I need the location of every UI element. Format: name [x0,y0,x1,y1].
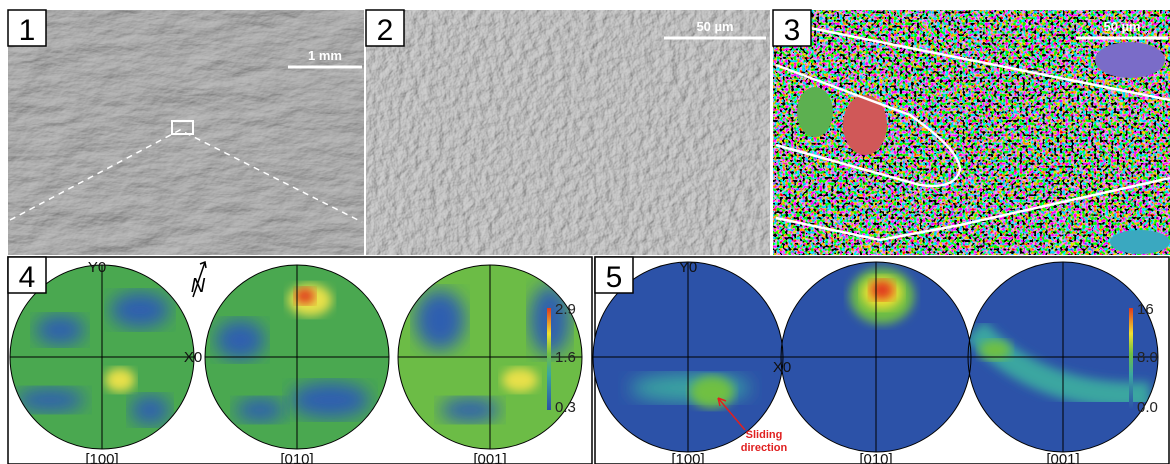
grain [1095,42,1165,78]
north-arrow [192,260,207,298]
annotation-arrow [717,397,746,431]
pole-figure-label: [010] [859,451,892,464]
pole-figure-label: [001] [473,451,506,464]
colorbar [547,308,551,410]
colorbar-label: 0.3 [555,399,576,416]
north-label: N [191,275,206,297]
scale-bar-label: 50 µm [696,19,733,34]
pole-figure-frames [9,264,583,450]
panel-number: 4 [19,261,36,294]
colorbar [1129,308,1133,410]
panel-2: 50 µm 2 [365,9,770,255]
panel-3: 50 µm 3 [772,9,1170,255]
grain [1110,230,1170,254]
panel-5: Y0 X0 Sliding direction [100] [010] [001… [592,256,1170,464]
colorbar-label: 1.6 [555,349,576,366]
sem-image [366,10,770,255]
grain [843,95,887,155]
panel-1: 1 mm 1 [7,9,364,255]
panel-number: 1 [19,14,36,47]
pole-figure-label: [010] [280,451,313,464]
pole-figure-label: [100] [671,451,704,464]
zoom-box [171,120,194,135]
panel-4: Y0 X0 N [100] [010] [001] 2.9 1.6 0.3 4 [7,256,593,464]
panel-label-box [7,9,47,47]
annotation: Sliding [746,429,783,441]
colorbar-label: 0.0 [1137,399,1158,416]
colorbar-label: 2.9 [555,301,576,318]
pole-figure-label: [100] [85,451,118,464]
panel-label-box [365,9,405,47]
scale-bar-label: 50 µm [1103,19,1140,34]
axis-label: Y0 [88,259,106,276]
colorbar-label: 16 [1137,301,1154,318]
panel-number: 2 [377,14,394,47]
axis-label: X0 [184,349,202,366]
dashed-outline [9,129,363,223]
colorbar-label: 8.0 [1137,349,1158,366]
panel-label-box [7,256,47,294]
axis-label: Y0 [679,259,697,276]
axis-label: X0 [773,359,791,376]
panel-number: 3 [784,14,801,47]
panel-label-box [772,9,812,47]
grain [797,87,833,137]
scale-bar-label: 1 mm [308,48,342,63]
panel-number: 5 [606,261,623,294]
pole-figure-label: [001] [1046,451,1079,464]
panel-label-box [594,256,634,294]
pole-figure-frames [592,261,1159,453]
outline [775,26,1170,242]
annotation: direction [741,442,788,454]
